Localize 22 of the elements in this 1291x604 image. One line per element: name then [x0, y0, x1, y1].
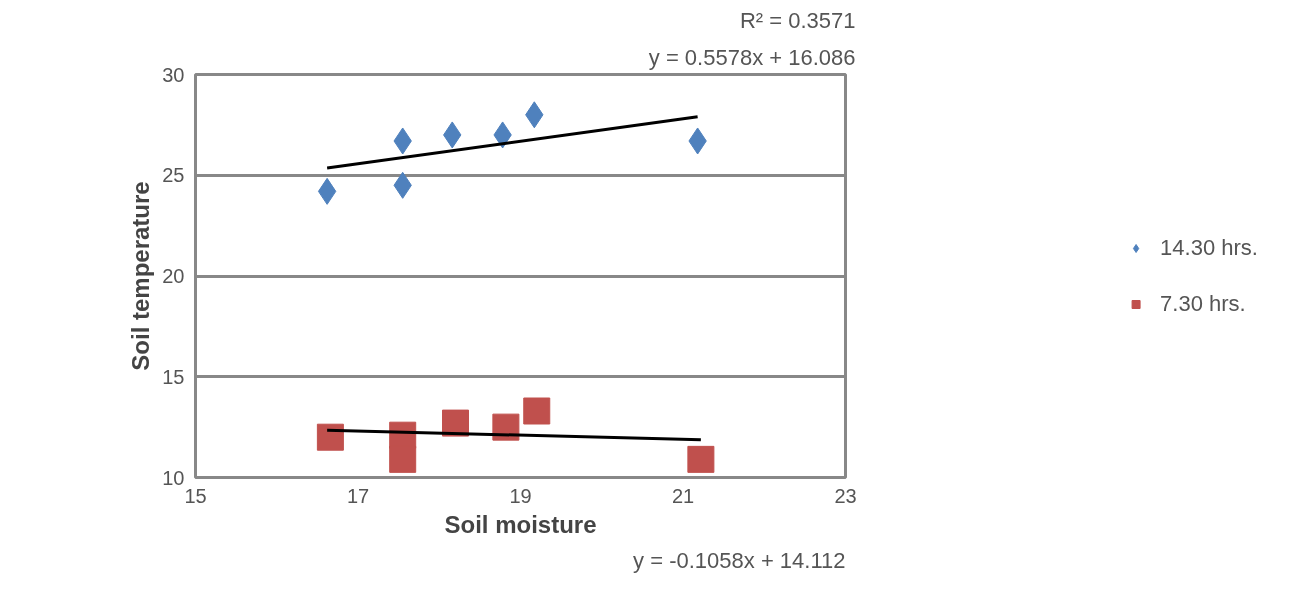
x-tick-label: 19 [509, 484, 532, 507]
legend-label: 14.30 hrs. [1160, 234, 1258, 261]
text: y = 0.5578x + 16.086 [648, 44, 856, 70]
y-tick-label: 20 [162, 265, 185, 287]
x-tick-label: 15 [184, 484, 207, 507]
text: y = -0.1058x + 14.112 [633, 547, 846, 573]
x-axis-title: Soil moisture [444, 510, 597, 538]
y-axis-title: Soil temperature [127, 181, 155, 371]
point [687, 445, 715, 473]
x-tick-label: 23 [834, 484, 857, 507]
y-tick-label: 15 [162, 365, 185, 388]
x-tick-label: 17 [346, 484, 370, 507]
text: R² = 0.3571 [739, 7, 856, 33]
x-tick-label: 21 [671, 484, 695, 507]
point [316, 423, 344, 451]
point [523, 397, 551, 425]
y-tick-label: 30 [162, 63, 185, 86]
point [317, 177, 337, 205]
point [389, 445, 417, 473]
y-tick-label: 10 [162, 466, 185, 489]
legend-label: 7.30 hrs. [1160, 290, 1246, 317]
y-tick-label: 25 [162, 164, 185, 187]
